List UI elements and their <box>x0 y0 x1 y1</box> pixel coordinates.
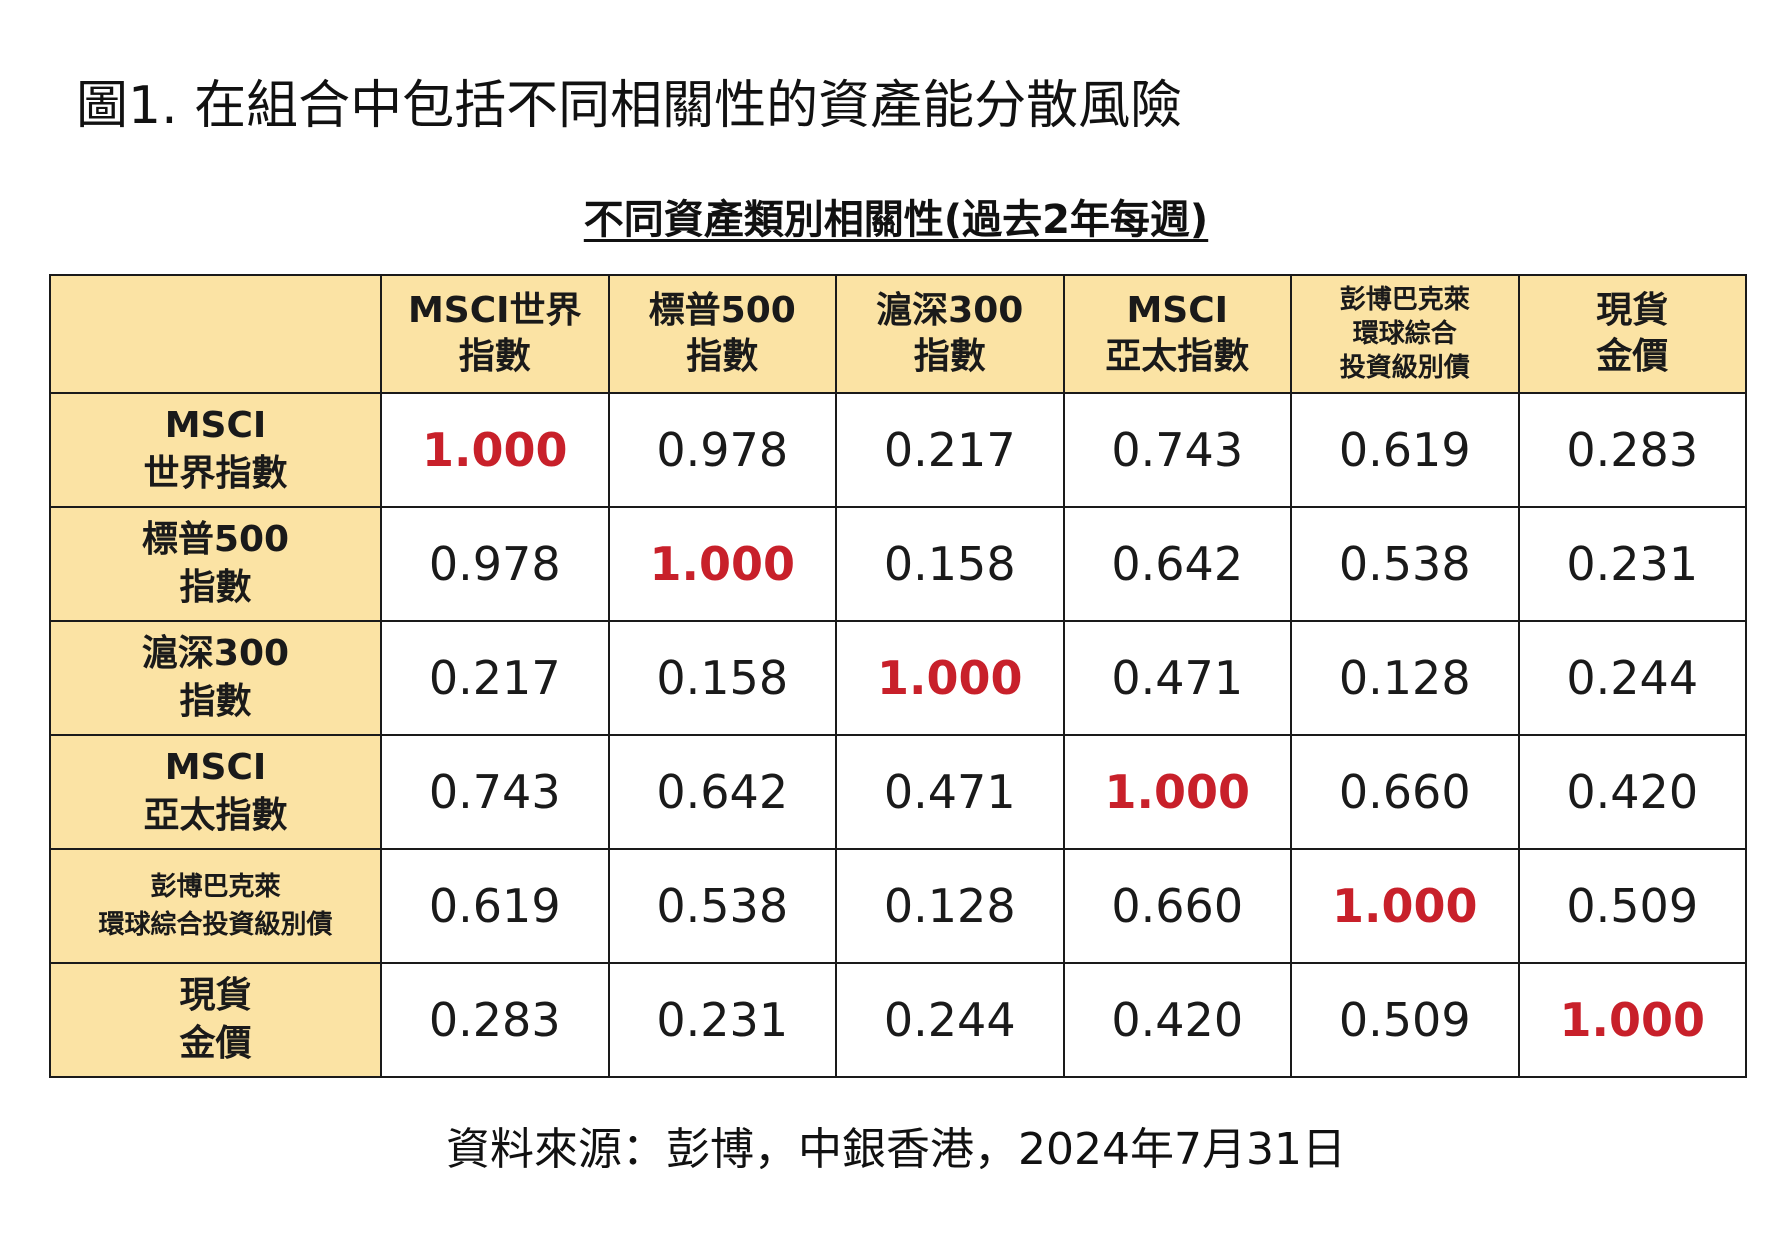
row-header-line: 標普500 <box>141 519 290 560</box>
table-title: 不同資產類別相關性(過去2年每週) <box>583 197 1209 243</box>
correlation-cell: 0.978 <box>380 506 610 622</box>
row-header-bloomberg-barclays: 彭博巴克萊環球綜合投資級別債 <box>49 848 382 964</box>
row-header-line: 環球綜合投資級別債 <box>98 910 333 940</box>
table-row: 標普500 指數 0.978 1.000 0.158 0.642 0.538 0.231 <box>49 506 1747 622</box>
column-header-line: 投資級別債 <box>1339 353 1470 383</box>
column-header-line: 標普500 <box>648 290 796 331</box>
column-header-line: 環球綜合 <box>1352 319 1457 349</box>
correlation-cell: 0.743 <box>380 734 610 850</box>
correlation-cell: 0.244 <box>835 962 1065 1078</box>
correlation-cell: 0.231 <box>607 962 837 1078</box>
correlation-cell: 0.538 <box>607 848 837 964</box>
figure-title: 圖1. 在組合中包括不同相關性的資產能分散風險 <box>76 76 1183 136</box>
correlation-cell: 0.619 <box>1290 392 1520 508</box>
row-header-sp500: 標普500 指數 <box>49 506 382 622</box>
correlation-cell: 0.128 <box>1290 620 1520 736</box>
correlation-cell: 0.420 <box>1062 962 1292 1078</box>
column-header-line: MSCI世界 <box>407 290 582 331</box>
correlation-cell: 1.000 <box>1517 962 1747 1078</box>
correlation-cell: 0.217 <box>380 620 610 736</box>
correlation-cell: 0.978 <box>607 392 837 508</box>
correlation-cell: 0.471 <box>835 734 1065 850</box>
row-header-spot-gold: 現貨 金價 <box>49 962 382 1078</box>
table-row: 現貨 金價 0.283 0.231 0.244 0.420 0.509 1.000 <box>49 962 1747 1078</box>
column-header-bloomberg-barclays: 彭博巴克萊 環球綜合 投資級別債 <box>1290 274 1520 394</box>
source-note: 資料來源：彭博，中銀香港，2024年7月31日 <box>446 1124 1346 1175</box>
column-header-line: 指數 <box>686 336 759 377</box>
correlation-cell: 0.509 <box>1517 848 1747 964</box>
correlation-cell: 1.000 <box>1290 848 1520 964</box>
column-header-line: 現貨 <box>1596 290 1669 331</box>
column-header-line: 亞太指數 <box>1105 336 1250 377</box>
correlation-cell: 0.231 <box>1517 506 1747 622</box>
row-header-msci-world: MSCI 世界指數 <box>49 392 382 508</box>
row-header-line: 指數 <box>179 567 252 608</box>
correlation-cell: 0.158 <box>835 506 1065 622</box>
row-header-line: 滬深300 <box>141 633 290 674</box>
correlation-cell: 0.642 <box>1062 506 1292 622</box>
correlation-cell: 0.158 <box>607 620 837 736</box>
column-header-line: 指數 <box>913 336 986 377</box>
row-header-line: 現貨 <box>179 975 252 1016</box>
table-row: 彭博巴克萊 環球綜合投資級別債 0.619 0.538 0.128 0.660 1.000 0… <box>49 848 1747 964</box>
correlation-cell: 1.000 <box>835 620 1065 736</box>
correlation-cell: 0.420 <box>1517 734 1747 850</box>
column-header-line: 彭博巴克萊 <box>1339 285 1470 315</box>
column-header-msci-apac: MSCI 亞太指數 <box>1062 274 1292 394</box>
column-header-line: 滬深300 <box>876 290 1024 331</box>
table-row: MSCI 世界指數 1.000 0.978 0.217 0.743 0.619 0.283 <box>49 392 1747 508</box>
correlation-cell: 0.471 <box>1062 620 1292 736</box>
correlation-cell: 0.283 <box>1517 392 1747 508</box>
correlation-cell: 0.217 <box>835 392 1065 508</box>
correlation-cell: 0.509 <box>1290 962 1520 1078</box>
column-header-sp500: 標普500 指數 <box>607 274 837 394</box>
row-header-line: 世界指數 <box>143 453 288 494</box>
row-header-line: 金價 <box>179 1023 252 1064</box>
row-header-line: 指數 <box>179 681 252 722</box>
header-row: MSCI世界 指數 標普500 指數 滬深300 指數 MSCI 亞太指數 彭博… <box>49 274 1747 394</box>
column-header-msci-world: MSCI世界 指數 <box>380 274 610 394</box>
correlation-cell: 0.660 <box>1290 734 1520 850</box>
column-header-line: MSCI <box>1126 290 1229 331</box>
correlation-cell: 1.000 <box>1062 734 1292 850</box>
column-header-csi300: 滬深300 指數 <box>835 274 1065 394</box>
row-header-line: MSCI <box>164 747 267 788</box>
correlation-cell: 1.000 <box>380 392 610 508</box>
correlation-table: MSCI世界 指數 標普500 指數 滬深300 指數 MSCI 亞太指數 彭博… <box>49 274 1747 1078</box>
column-header-spot-gold: 現貨 金價 <box>1517 274 1747 394</box>
row-header-msci-apac: MSCI 亞太指數 <box>49 734 382 850</box>
correlation-cell: 0.283 <box>380 962 610 1078</box>
correlation-cell: 0.660 <box>1062 848 1292 964</box>
correlation-cell: 0.619 <box>380 848 610 964</box>
correlation-cell: 0.128 <box>835 848 1065 964</box>
row-header-line: 亞太指數 <box>143 795 288 836</box>
row-header-csi300: 滬深300 指數 <box>49 620 382 736</box>
column-header-line: 金價 <box>1596 336 1669 377</box>
correlation-cell: 0.538 <box>1290 506 1520 622</box>
column-header-line: 指數 <box>458 336 531 377</box>
correlation-cell: 0.642 <box>607 734 837 850</box>
row-header-line: 彭博巴克萊 <box>150 872 281 902</box>
table-row: MSCI 亞太指數 0.743 0.642 0.471 1.000 0.660 0.420 <box>49 734 1747 850</box>
corner-cell <box>49 274 382 394</box>
table-row: 滬深300 指數 0.217 0.158 1.000 0.471 0.128 0.244 <box>49 620 1747 736</box>
correlation-cell: 0.743 <box>1062 392 1292 508</box>
correlation-cell: 1.000 <box>607 506 837 622</box>
row-header-line: MSCI <box>164 405 267 446</box>
correlation-cell: 0.244 <box>1517 620 1747 736</box>
